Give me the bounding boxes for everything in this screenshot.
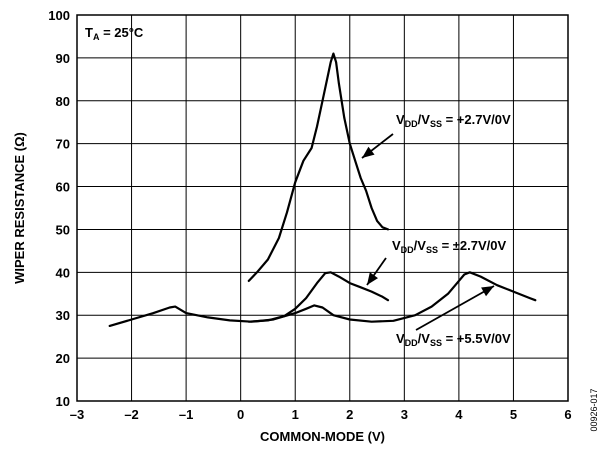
y-tick-label: 40	[56, 265, 70, 280]
x-tick-label: 5	[510, 407, 517, 422]
label-sub1: DD	[405, 338, 418, 348]
label-v1: V	[396, 112, 405, 127]
label-v2: /V	[418, 331, 431, 346]
figure-id: 00926-017	[589, 388, 599, 431]
label-sub1: DD	[401, 245, 414, 255]
temperature-condition: TA = 25°C	[85, 25, 144, 42]
y-tick-label: 80	[56, 94, 70, 109]
x-tick-label: –1	[179, 407, 193, 422]
y-axis-label: WIPER RESISTANCE (Ω)	[12, 132, 27, 284]
arrow-head-2	[367, 272, 378, 285]
x-tick-label: 1	[292, 407, 299, 422]
condition-main: T	[85, 25, 93, 40]
y-tick-label: 20	[56, 351, 70, 366]
y-tick-label: 10	[56, 394, 70, 409]
x-tick-label: 2	[346, 407, 353, 422]
series-label-2: VDD/VSS = ±2.7V/0V	[392, 238, 507, 255]
label-rest: = +2.7V/0V	[442, 112, 511, 127]
y-tick-label: 30	[56, 308, 70, 323]
x-tick-label: 0	[237, 407, 244, 422]
y-tick-labels: 10 20 30 40 50 60 70 80 90 100	[48, 8, 70, 409]
y-tick-label: 100	[48, 8, 70, 23]
x-tick-label: 4	[455, 407, 463, 422]
arrow-head-1	[362, 146, 375, 158]
series-label-1: VDD/VSS = +2.7V/0V	[396, 112, 511, 129]
label-v1: V	[396, 331, 405, 346]
x-tick-label: 6	[564, 407, 571, 422]
label-sub2: SS	[426, 245, 438, 255]
series-line-1	[247, 52, 390, 282]
arrow-shaft-3	[415, 285, 495, 331]
label-sub2: SS	[430, 338, 442, 348]
arrow-head-3	[481, 286, 494, 297]
data-curves	[108, 52, 537, 327]
y-tick-label: 90	[56, 51, 70, 66]
x-tick-label: –3	[70, 407, 84, 422]
label-rest: = +5.5V/0V	[442, 331, 511, 346]
series-line-2	[247, 271, 390, 323]
label-v2: /V	[414, 238, 427, 253]
x-tick-label: 3	[401, 407, 408, 422]
series-line-3	[108, 271, 537, 327]
condition-rest: = 25°C	[99, 25, 143, 40]
x-tick-label: –2	[124, 407, 138, 422]
label-sub1: DD	[405, 119, 418, 129]
y-tick-label: 50	[56, 222, 70, 237]
label-rest: = ±2.7V/0V	[438, 238, 507, 253]
y-tick-label: 60	[56, 180, 70, 195]
label-v1: V	[392, 238, 401, 253]
x-tick-labels: –3 –2 –1 0 1 2 3 4 5 6	[70, 407, 572, 422]
y-tick-label: 70	[56, 137, 70, 152]
label-sub2: SS	[430, 119, 442, 129]
series-arrows	[361, 133, 495, 331]
series-label-3: VDD/VSS = +5.5V/0V	[396, 331, 511, 348]
condition-sub: A	[93, 32, 100, 42]
x-axis-label: COMMON-MODE (V)	[260, 429, 385, 444]
label-v2: /V	[418, 112, 431, 127]
plot-frame	[76, 14, 569, 402]
